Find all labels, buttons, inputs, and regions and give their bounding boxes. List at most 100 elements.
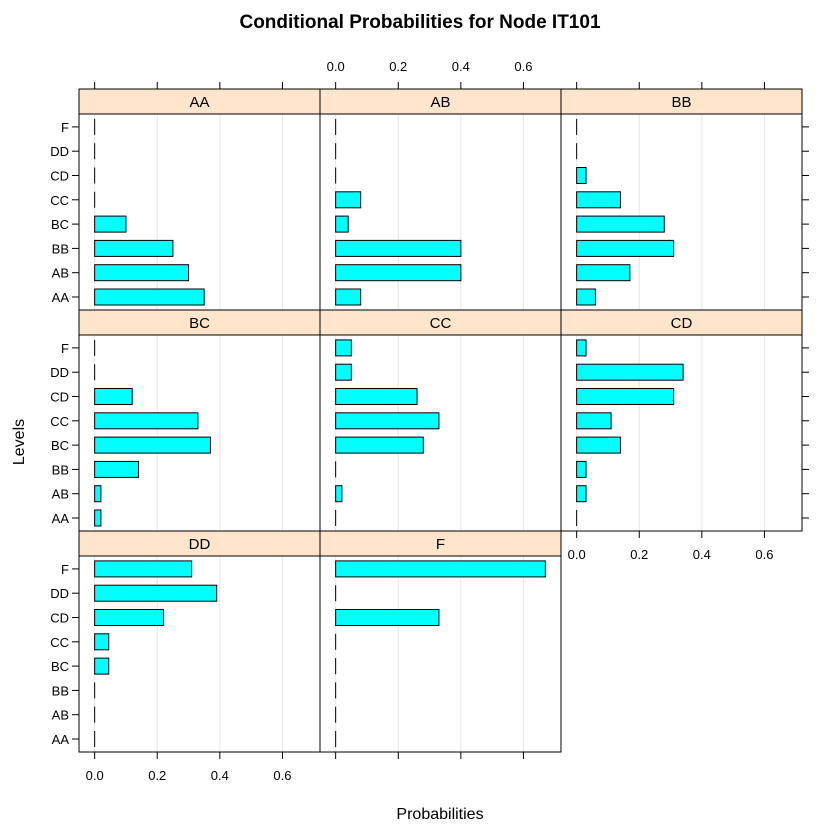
x-tick-label: 0.0 <box>568 547 586 562</box>
x-tick-label: 0.0 <box>86 768 104 783</box>
bar-bc-cc <box>94 412 199 430</box>
bar-f-f <box>335 560 546 578</box>
y-tick-label: BC <box>51 438 69 453</box>
bar-cc-cc <box>335 412 440 430</box>
panel-strip-label: F <box>436 536 445 553</box>
x-tick-label: 0.6 <box>755 547 773 562</box>
panel-strip-label: CD <box>671 315 693 332</box>
y-tick-label: DD <box>50 144 69 159</box>
bar-bc-bb <box>94 460 139 478</box>
y-tick-label: F <box>61 562 69 577</box>
y-tick-label: BB <box>52 462 69 477</box>
panel-aa: AA AA AB BB BC CC CD DD F <box>50 82 321 311</box>
x-tick-label-top: 0.4 <box>452 59 470 74</box>
panel-strip-label: DD <box>189 536 211 553</box>
y-tick-label: AB <box>52 266 69 281</box>
x-tick-label-top: 0.6 <box>514 59 532 74</box>
x-tick-label: 0.6 <box>273 768 291 783</box>
bar-bb-ab <box>576 264 631 282</box>
bar-aa-bb <box>94 239 174 257</box>
panel-cc: CC <box>319 309 562 532</box>
panel-strip <box>319 88 562 115</box>
bar-ab-bb <box>335 239 462 257</box>
panel-strip-label: BB <box>671 94 691 111</box>
panel-bc: BC AA AB BB BC CC CD DD F <box>50 309 321 532</box>
bar-ab-bc <box>335 215 349 233</box>
y-axis-label: Levels <box>11 419 28 465</box>
bar-aa-aa <box>94 288 205 306</box>
y-tick-label: AA <box>52 511 70 526</box>
bar-bb-aa <box>576 288 596 306</box>
bar-cd-cd <box>576 388 675 405</box>
panel-dd: DD AA AB BB BC CC CD DD F 0.0 0.2 0.4 0.6 <box>50 530 321 783</box>
panel-strip-label: AB <box>430 94 450 111</box>
bar-aa-ab <box>94 264 190 282</box>
bar-cd-bc <box>576 436 621 454</box>
y-tick-label: CD <box>50 611 69 626</box>
panel-strip <box>319 309 562 336</box>
bar-cc-bc <box>335 436 424 454</box>
panel-strip-label: BC <box>189 315 210 332</box>
bar-cd-cc <box>576 412 612 430</box>
panel-strip <box>78 88 321 115</box>
bar-dd-f <box>94 560 193 578</box>
bar-bb-cd <box>576 167 587 184</box>
y-tick-label: CC <box>50 193 69 208</box>
y-tick-label: F <box>61 120 69 135</box>
bar-bb-bb <box>576 239 675 257</box>
y-tick-label: BC <box>51 659 69 674</box>
bar-cd-ab <box>576 485 587 503</box>
bar-bc-bc <box>94 436 211 454</box>
y-tick-label: CC <box>50 635 69 650</box>
panel-strip <box>560 88 803 115</box>
y-tick-label: AB <box>52 487 69 502</box>
panel-border <box>319 334 562 532</box>
y-tick-label: CC <box>50 414 69 429</box>
panel-strip-label: CC <box>430 315 452 332</box>
x-tick-label-top: 0.0 <box>327 59 345 74</box>
bar-cc-f <box>335 339 352 357</box>
bar-ab-ab <box>335 264 462 282</box>
bar-ab-aa <box>335 288 362 306</box>
x-axis-label: Probabilities <box>396 806 483 823</box>
x-tick-label: 0.2 <box>630 547 648 562</box>
bar-cc-ab <box>335 485 343 503</box>
bar-bc-aa <box>94 509 102 527</box>
y-tick-label: CD <box>50 390 69 405</box>
bar-bb-cc <box>576 191 621 209</box>
bar-cc-dd <box>335 363 352 381</box>
bar-dd-cd <box>94 609 165 626</box>
panel-strip <box>560 309 803 336</box>
y-tick-label: BC <box>51 217 69 232</box>
panel-border <box>78 334 321 532</box>
bar-f-cd <box>335 609 440 626</box>
panel-strip-label: AA <box>189 94 209 111</box>
bar-dd-bc <box>94 657 110 675</box>
panel-strip <box>78 530 321 557</box>
bar-dd-dd <box>94 584 218 602</box>
bar-bb-bc <box>576 215 665 233</box>
y-tick-label: BB <box>52 683 69 698</box>
bar-dd-cc <box>94 633 110 651</box>
bar-aa-bc <box>94 215 127 233</box>
panel-ab: AB 0.0 0.2 0.4 0.6 <box>319 59 562 311</box>
bar-bc-ab <box>94 485 102 503</box>
x-tick-label: 0.4 <box>693 547 711 562</box>
panel-border <box>560 334 803 532</box>
chart-title: Conditional Probabilities for Node IT101 <box>239 12 600 33</box>
y-tick-label: DD <box>50 365 69 380</box>
x-tick-label: 0.2 <box>148 768 166 783</box>
bar-cd-bb <box>576 460 587 478</box>
bar-cd-dd <box>576 363 684 381</box>
y-tick-label: F <box>61 341 69 356</box>
bar-cd-f <box>576 339 587 357</box>
y-tick-label: CD <box>50 169 69 184</box>
bar-cc-cd <box>335 388 418 405</box>
y-tick-label: AB <box>52 708 69 723</box>
panel-f: F <box>319 530 562 759</box>
x-tick-label-top: 0.2 <box>389 59 407 74</box>
y-tick-label: AA <box>52 732 70 747</box>
y-tick-label: BB <box>52 241 69 256</box>
